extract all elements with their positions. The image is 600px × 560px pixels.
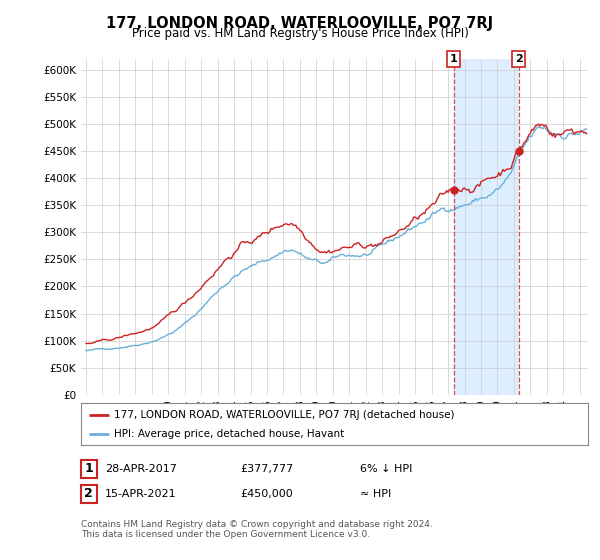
Text: 177, LONDON ROAD, WATERLOOVILLE, PO7 7RJ (detached house): 177, LONDON ROAD, WATERLOOVILLE, PO7 7RJ…	[114, 409, 454, 419]
Text: £377,777: £377,777	[240, 464, 293, 474]
Text: 6% ↓ HPI: 6% ↓ HPI	[360, 464, 412, 474]
Text: 177, LONDON ROAD, WATERLOOVILLE, PO7 7RJ: 177, LONDON ROAD, WATERLOOVILLE, PO7 7RJ	[106, 16, 494, 31]
Text: 1: 1	[449, 54, 457, 64]
Text: HPI: Average price, detached house, Havant: HPI: Average price, detached house, Hava…	[114, 429, 344, 439]
Text: 28-APR-2017: 28-APR-2017	[105, 464, 177, 474]
Text: Price paid vs. HM Land Registry's House Price Index (HPI): Price paid vs. HM Land Registry's House …	[131, 27, 469, 40]
Text: Contains HM Land Registry data © Crown copyright and database right 2024.
This d: Contains HM Land Registry data © Crown c…	[81, 520, 433, 539]
Text: 15-APR-2021: 15-APR-2021	[105, 489, 176, 499]
Text: 2: 2	[515, 54, 523, 64]
Bar	[454, 59, 518, 395]
Text: ≈ HPI: ≈ HPI	[360, 489, 391, 499]
Text: 1: 1	[85, 462, 93, 475]
Text: £450,000: £450,000	[240, 489, 293, 499]
Text: 2: 2	[85, 487, 93, 501]
